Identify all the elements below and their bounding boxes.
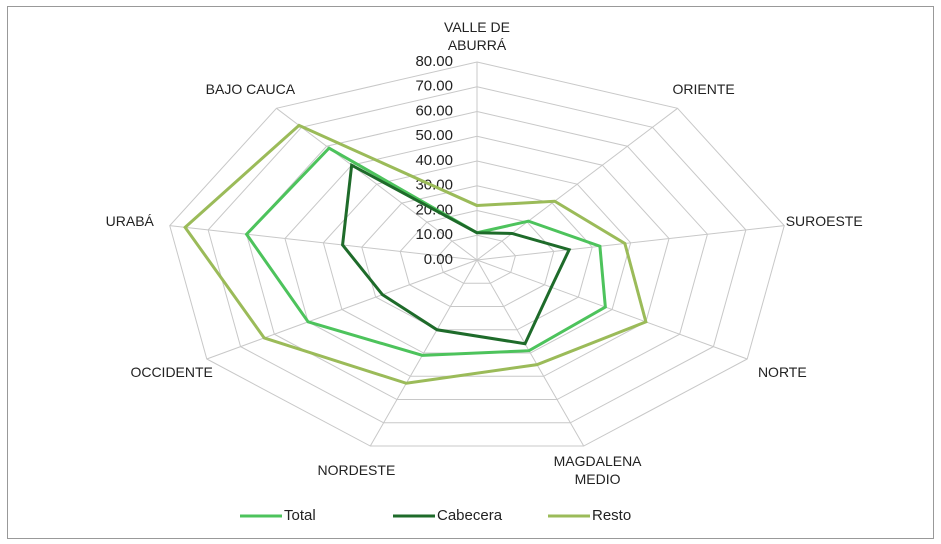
- axis-spoke: [476, 259, 585, 447]
- category-label: ORIENTE: [672, 80, 735, 97]
- category-label: BAJO CAUCA: [205, 80, 296, 97]
- tick-label: 80.00: [415, 53, 453, 70]
- axis-spoke: [369, 259, 478, 447]
- series-line: [183, 123, 648, 385]
- tick-label: 10.00: [415, 226, 453, 243]
- axis-spoke: [476, 225, 785, 261]
- grid-ring: [438, 234, 516, 284]
- tick-label: 50.00: [415, 127, 453, 144]
- axis-spoke: [276, 107, 478, 261]
- legend-label: Resto: [592, 507, 631, 524]
- grid-ring: [169, 61, 785, 447]
- grid-ring: [399, 209, 555, 308]
- axis-spoke: [206, 259, 478, 360]
- legend-label: Total: [284, 507, 316, 524]
- category-label: SUROESTE: [785, 213, 863, 230]
- legend-label: Cabecera: [437, 507, 503, 524]
- grid-ring: [207, 86, 747, 424]
- tick-label: 40.00: [415, 152, 453, 169]
- grid-ring: [284, 135, 670, 377]
- category-label: OCCIDENTE: [130, 363, 213, 380]
- tick-label: 0.00: [424, 251, 453, 268]
- axis-spoke: [476, 259, 748, 360]
- series-line: [341, 162, 572, 346]
- axis-spoke: [169, 225, 478, 261]
- category-label: MAGDALENA MEDIO: [553, 453, 642, 488]
- frame: [7, 6, 934, 539]
- tick-label: 70.00: [415, 78, 453, 95]
- category-label: NORDESTE: [317, 462, 396, 479]
- series-line: [244, 146, 607, 357]
- grid-ring: [245, 110, 709, 401]
- category-label: VALLE DE ABURRÁ: [444, 19, 510, 54]
- category-label: URABÁ: [105, 213, 154, 230]
- tick-label: 60.00: [415, 102, 453, 119]
- category-label: NORTE: [757, 363, 807, 380]
- grid-ring: [361, 185, 593, 331]
